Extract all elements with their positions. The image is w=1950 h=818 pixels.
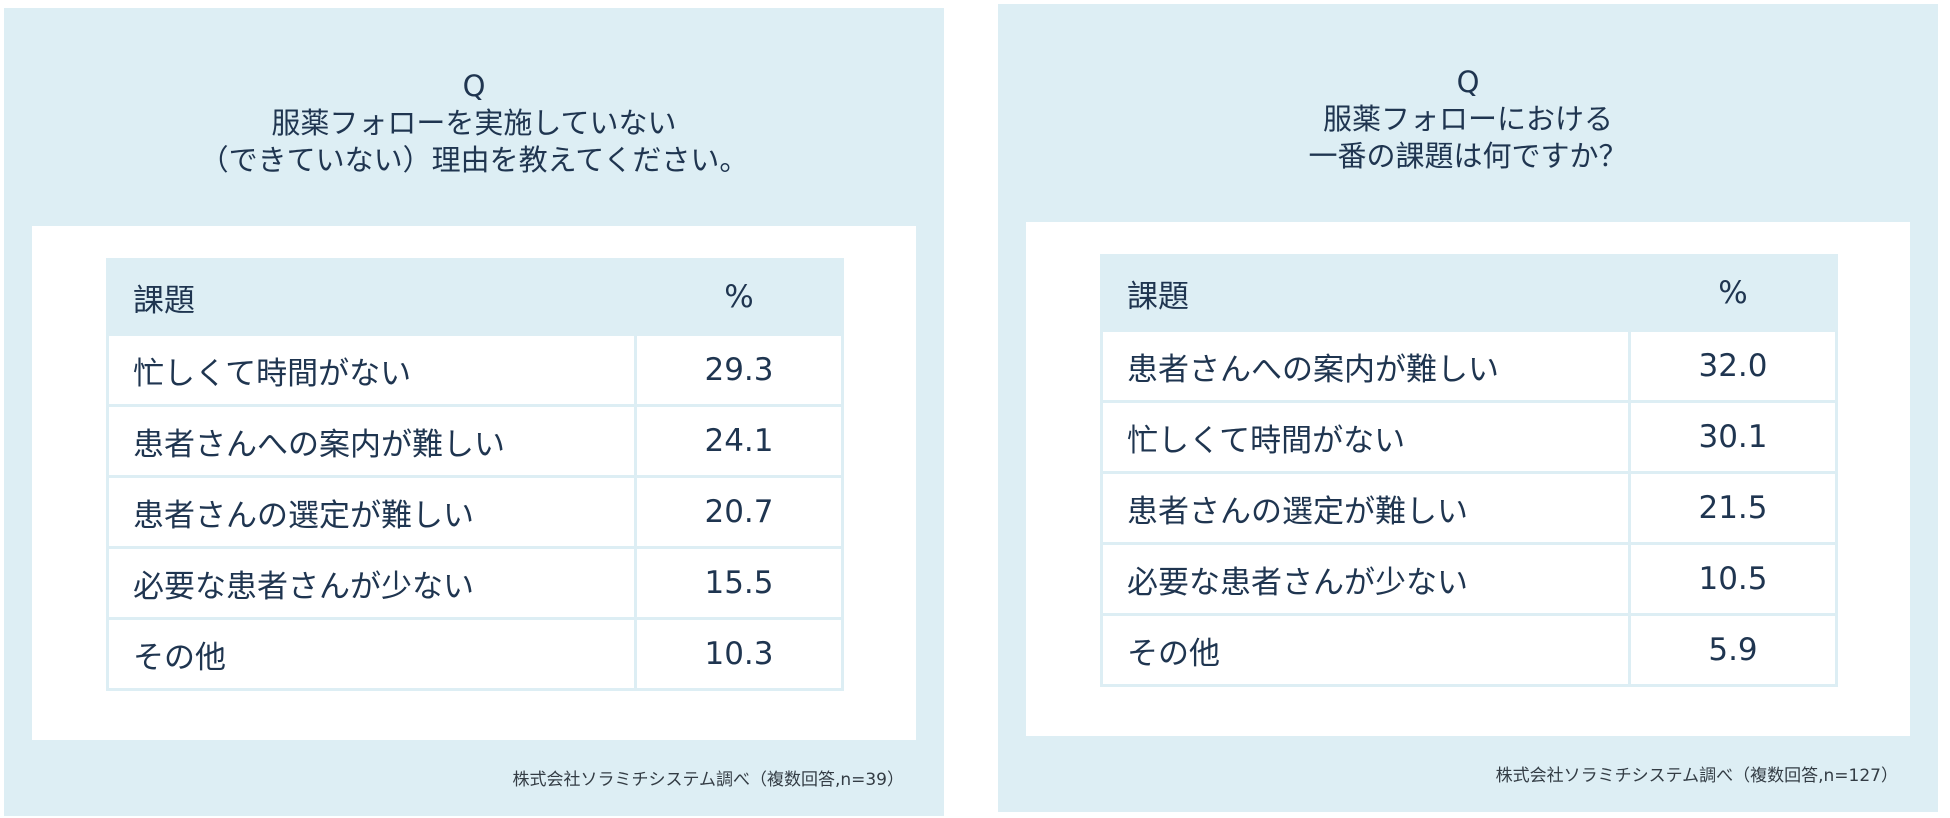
table-card: 課題 % 患者さんへの案内が難しい 32.0 忙しくて時間がない 30.1 患者… [1026, 222, 1910, 736]
row-label: その他 [1100, 613, 1631, 687]
question-line: 服薬フォローにおける [1322, 102, 1613, 136]
table-row: 忙しくて時間がない 29.3 [106, 333, 844, 407]
row-label: その他 [106, 617, 637, 691]
table-row: その他 10.3 [106, 617, 844, 691]
row-value: 5.9 [1628, 613, 1838, 687]
table-header-row: 課題 % [106, 258, 844, 336]
question-title: Q 服薬フォローにおける 一番の課題は何ですか？ [998, 64, 1938, 175]
table-header-row: 課題 % [1100, 254, 1838, 332]
row-value: 30.1 [1628, 400, 1838, 474]
source-note: 株式会社ソラミチシステム調べ（複数回答,n=127） [1495, 766, 1898, 786]
row-value: 32.0 [1628, 329, 1838, 403]
results-table: 課題 % 忙しくて時間がない 29.3 患者さんへの案内が難しい 24.1 患者… [106, 258, 844, 691]
column-header-issue: 課題 [106, 258, 637, 336]
table-row: 必要な患者さんが少ない 10.5 [1100, 542, 1838, 616]
row-label: 患者さんへの案内が難しい [106, 404, 637, 478]
table-row: 必要な患者さんが少ない 15.5 [106, 546, 844, 620]
row-label: 必要な患者さんが少ない [1100, 542, 1631, 616]
column-header-percent: % [1628, 254, 1838, 332]
row-value: 29.3 [634, 333, 844, 407]
question-line: Q [462, 69, 486, 103]
results-table: 課題 % 患者さんへの案内が難しい 32.0 忙しくて時間がない 30.1 患者… [1100, 254, 1838, 687]
row-label: 患者さんの選定が難しい [1100, 471, 1631, 545]
survey-panel-right: Q 服薬フォローにおける 一番の課題は何ですか？ 課題 % 患者さんへの案内が難… [998, 4, 1938, 812]
question-line: 一番の課題は何ですか？ [1308, 139, 1628, 173]
row-label: 患者さんへの案内が難しい [1100, 329, 1631, 403]
question-title: Q 服薬フォローを実施していない （できていない）理由を教えてください。 [4, 68, 944, 179]
question-line: Q [1456, 65, 1480, 99]
row-label: 忙しくて時間がない [1100, 400, 1631, 474]
table-card: 課題 % 忙しくて時間がない 29.3 患者さんへの案内が難しい 24.1 患者… [32, 226, 916, 740]
row-label: 必要な患者さんが少ない [106, 546, 637, 620]
row-value: 24.1 [634, 404, 844, 478]
question-line: （できていない）理由を教えてください。 [199, 143, 749, 177]
table-row: その他 5.9 [1100, 613, 1838, 687]
column-header-issue: 課題 [1100, 254, 1631, 332]
column-header-percent: % [634, 258, 844, 336]
source-note: 株式会社ソラミチシステム調べ（複数回答,n=39） [512, 770, 904, 790]
survey-panel-left: Q 服薬フォローを実施していない （できていない）理由を教えてください。 課題 … [4, 8, 944, 816]
row-value: 10.5 [1628, 542, 1838, 616]
table-row: 患者さんの選定が難しい 20.7 [106, 475, 844, 549]
row-value: 20.7 [634, 475, 844, 549]
row-value: 10.3 [634, 617, 844, 691]
row-label: 忙しくて時間がない [106, 333, 637, 407]
table-row: 忙しくて時間がない 30.1 [1100, 400, 1838, 474]
row-label: 患者さんの選定が難しい [106, 475, 637, 549]
question-line: 服薬フォローを実施していない [271, 106, 677, 140]
row-value: 21.5 [1628, 471, 1838, 545]
table-row: 患者さんへの案内が難しい 32.0 [1100, 329, 1838, 403]
table-row: 患者さんへの案内が難しい 24.1 [106, 404, 844, 478]
row-value: 15.5 [634, 546, 844, 620]
table-row: 患者さんの選定が難しい 21.5 [1100, 471, 1838, 545]
